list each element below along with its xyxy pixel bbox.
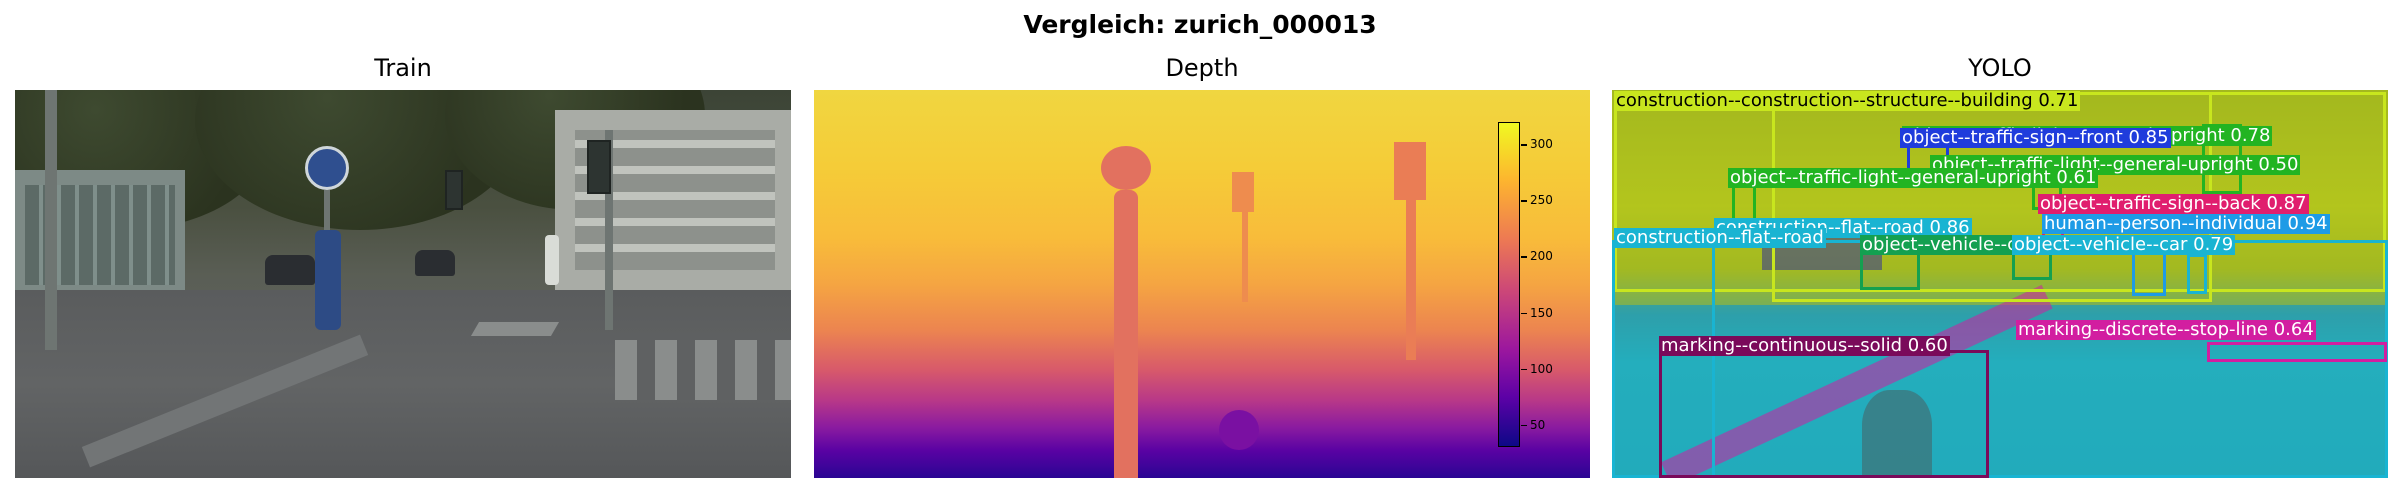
panel-title-train: Train (374, 54, 432, 82)
colorbar-tick (1521, 144, 1527, 146)
colorbar-tick-label: 250 (1530, 193, 1553, 208)
car (415, 250, 455, 276)
depth-pole (1242, 212, 1248, 302)
depth-traffic-light (1394, 142, 1426, 200)
crosswalk (615, 340, 791, 400)
traffic-light (445, 170, 463, 210)
detection-box-stop-line (2207, 342, 2387, 362)
colorbar-tick (1521, 200, 1527, 202)
depth-post (1114, 190, 1138, 478)
depth-sign (1101, 146, 1151, 190)
detection-label: construction--construction--structure--b… (1614, 90, 2081, 111)
train-image (15, 90, 791, 478)
detection-label: object--traffic-sign--front 0.85 (1900, 127, 2171, 148)
colorbar-tick (1521, 424, 1527, 427)
road-marking (470, 322, 560, 336)
traffic-sign (305, 146, 349, 190)
sign-pole (324, 190, 330, 230)
colorbar-tick (1521, 256, 1527, 258)
colorbar-tick-label: 150 (1530, 305, 1553, 320)
depth-map (814, 90, 1590, 478)
traffic-light (587, 140, 611, 194)
detection-label: marking--discrete--stop-line 0.64 (2016, 319, 2316, 340)
detection-label: object--traffic-light--general-upright 0… (1728, 167, 2099, 188)
colorbar-tick-label: 200 (1530, 249, 1553, 264)
pole (605, 130, 613, 330)
detection-label: human--person--individual 0.94 (2042, 213, 2330, 234)
figure-title: Vergleich: zurich_000013 (1023, 10, 1377, 39)
detection-box-car (2187, 254, 2207, 294)
panel-title-yolo: YOLO (1968, 54, 2032, 82)
car (265, 255, 315, 285)
colorbar-tick-label: 300 (1530, 137, 1553, 152)
hood-ornament-mask (1862, 390, 1932, 478)
pedestrian (545, 235, 559, 285)
colorbar-tick (1521, 312, 1527, 315)
detection-label: object--vehicle--car 0.79 (2012, 234, 2236, 255)
bollard-post (315, 230, 341, 330)
depth-pole (1406, 200, 1416, 360)
detection-box-solid-marking (1659, 350, 1989, 478)
detection-label: object--traffic-sign--back 0.87 (2038, 193, 2309, 214)
colorbar-tick-label: 50 (1530, 417, 1546, 432)
colorbar-tick (1521, 368, 1527, 371)
yolo-detections: construction--construction--structure--b… (1612, 90, 2388, 478)
detection-label: construction--flat--road (1614, 227, 1826, 248)
depth-colorbar (1498, 122, 1520, 447)
pole (45, 90, 57, 350)
depth-hood-ornament (1219, 410, 1259, 450)
depth-traffic-light (1232, 172, 1254, 212)
detection-box-car (1860, 250, 1920, 290)
panel-title-depth: Depth (1165, 54, 1239, 82)
colorbar-tick-label: 100 (1530, 361, 1553, 376)
detection-label: marking--continuous--solid 0.60 (1659, 335, 1950, 356)
